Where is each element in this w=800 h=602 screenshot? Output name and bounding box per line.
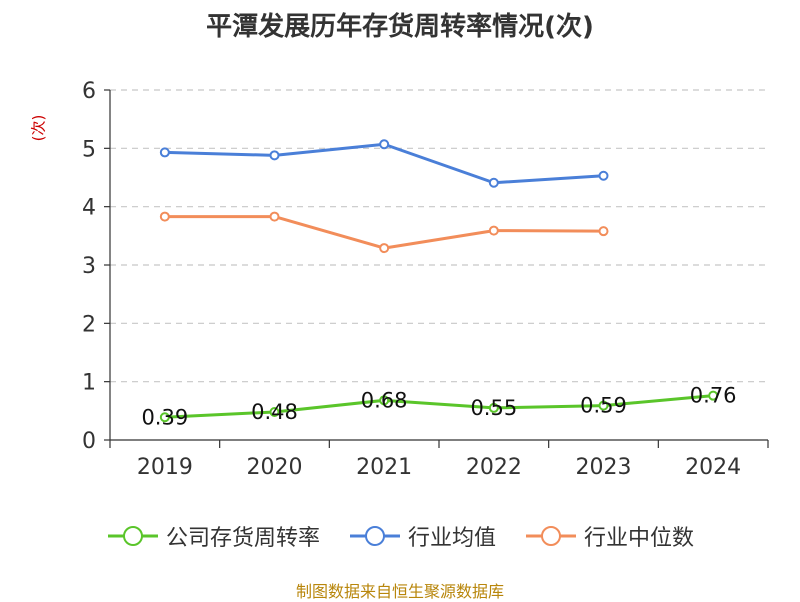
data-point: [269, 150, 280, 161]
data-point: [379, 395, 390, 406]
data-point: [488, 177, 499, 188]
data-label: 0.39: [141, 405, 188, 429]
data-point: [708, 390, 719, 401]
legend-item[interactable]: 行业均值: [348, 520, 496, 552]
data-point: [598, 400, 609, 411]
data-point: [159, 211, 170, 222]
y-tick-label: 1: [82, 371, 96, 396]
data-point: [488, 225, 499, 236]
x-tick-label: 2023: [576, 455, 632, 480]
data-label: 0.48: [251, 400, 298, 424]
chart-title: 平潭发展历年存货周转率情况(次): [206, 12, 594, 42]
y-tick-label: 3: [82, 254, 96, 279]
x-tick-label: 2020: [247, 455, 303, 480]
data-label: 0.55: [470, 396, 517, 420]
legend-item[interactable]: 公司存货周转率: [106, 520, 320, 552]
data-source: 制图数据来自恒生聚源数据库: [295, 582, 504, 601]
legend-label: 行业均值: [407, 526, 496, 551]
x-tick-label: 2022: [466, 455, 522, 480]
legend-item[interactable]: 行业中位数: [524, 520, 694, 552]
data-point: [379, 139, 390, 150]
y-tick-label: 6: [82, 79, 96, 104]
data-point: [159, 412, 170, 423]
legend-marker-icon: [349, 526, 400, 546]
legend: 公司存货周转率 行业均值 行业中位数: [0, 520, 800, 552]
y-tick-label: 2: [82, 312, 96, 337]
x-tick-label: 2021: [356, 455, 412, 480]
y-tick-label: 4: [82, 196, 96, 221]
data-point: [269, 211, 280, 222]
legend-label: 公司存货周转率: [165, 526, 320, 551]
data-point: [159, 147, 170, 158]
data-point: [379, 243, 390, 254]
y-tick-label: 0: [82, 429, 96, 454]
line-chart: 0 1 2 3 4 5 6 2019 2020 2021 2022 2023 2024 0.39 0.48 0…: [82, 79, 769, 480]
legend-marker-icon: [107, 526, 158, 546]
data-point: [598, 170, 609, 181]
series-line-0: [164, 394, 714, 419]
data-label: 0.68: [361, 388, 408, 412]
x-tick-label: 2024: [685, 455, 741, 480]
legend-label: 行业中位数: [584, 526, 695, 551]
data-point: [269, 407, 280, 417]
x-tick-label: 2019: [137, 455, 193, 480]
data-point: [598, 226, 609, 237]
data-label: 0.76: [690, 384, 737, 408]
legend-marker-icon: [526, 526, 576, 546]
series-line-1: [164, 142, 604, 185]
data-label: 0.59: [580, 394, 627, 418]
y-tick-label: 5: [82, 137, 96, 162]
data-point: [488, 402, 499, 413]
